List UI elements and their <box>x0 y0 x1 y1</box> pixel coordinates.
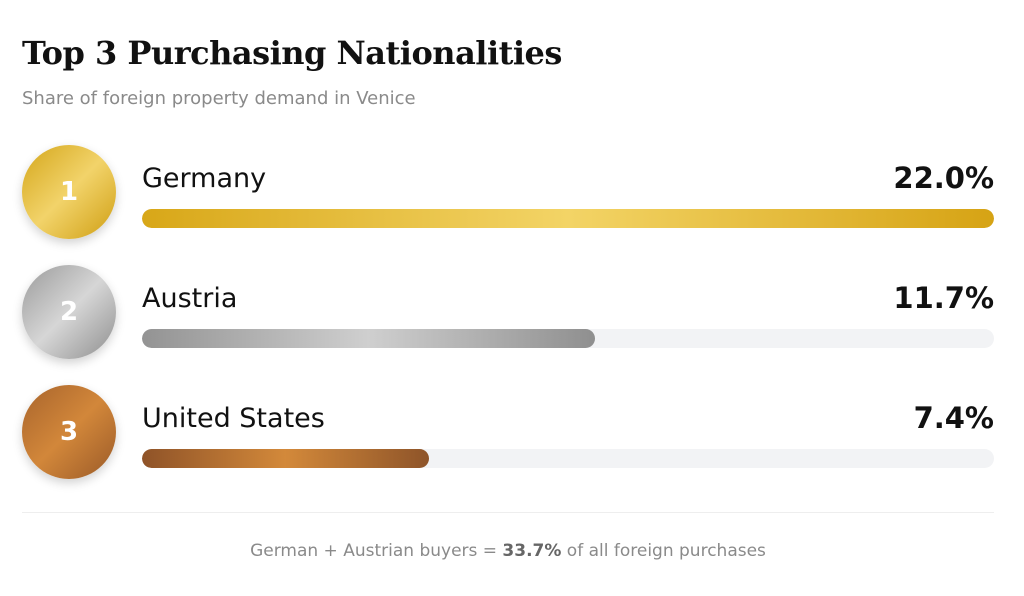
footer-note: German + Austrian buyers = 33.7% of all … <box>0 541 1016 561</box>
category-label: United States <box>142 403 325 434</box>
bar-track <box>142 209 994 228</box>
bar-row-austria: 2 Austria 11.7% <box>22 265 994 361</box>
data-label: 22.0% <box>893 161 994 195</box>
chart-title: Top 3 Purchasing Nationalities <box>22 34 562 72</box>
footer-highlight: 33.7% <box>502 541 562 561</box>
bar-track <box>142 449 994 468</box>
rank-medal-bronze: 3 <box>22 385 116 479</box>
rank-number: 2 <box>59 297 79 327</box>
bar-track <box>142 329 994 348</box>
bar-austria <box>142 329 596 348</box>
bar-row-united-states: 3 United States 7.4% <box>22 385 994 481</box>
bar-united-states <box>142 449 429 468</box>
rank-number: 1 <box>59 177 79 207</box>
category-label: Austria <box>142 283 238 314</box>
bar-row-germany: 1 Germany 22.0% <box>22 145 994 241</box>
divider <box>22 512 994 513</box>
footer-prefix: German + Austrian buyers = <box>250 541 503 561</box>
rank-number: 3 <box>59 417 79 447</box>
rank-medal-gold: 1 <box>22 145 116 239</box>
data-label: 11.7% <box>893 281 994 315</box>
chart-subtitle: Share of foreign property demand in Veni… <box>22 88 416 109</box>
footer-suffix: of all foreign purchases <box>561 541 766 561</box>
data-label: 7.4% <box>913 401 994 435</box>
category-label: Germany <box>142 163 267 194</box>
bar-germany <box>142 209 994 228</box>
rank-medal-silver: 2 <box>22 265 116 359</box>
